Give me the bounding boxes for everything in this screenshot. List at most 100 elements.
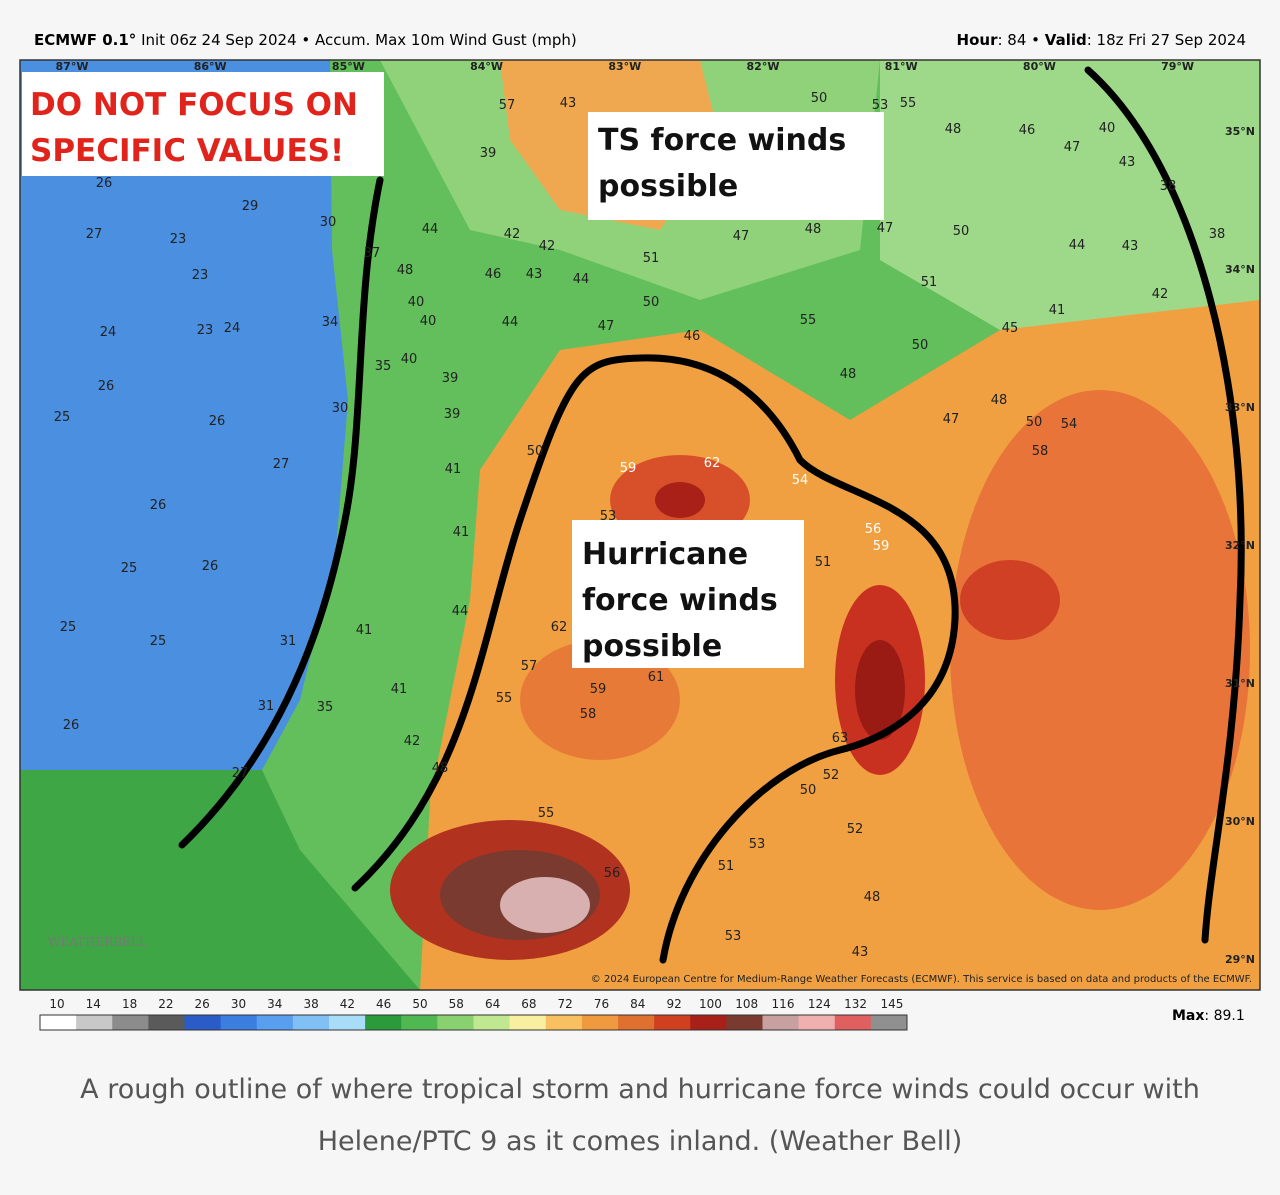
colorbar-label: 46 bbox=[376, 997, 391, 1011]
latitude-label: 29°N bbox=[1225, 953, 1255, 966]
red-blob bbox=[960, 560, 1060, 640]
longitude-label: 83°W bbox=[608, 60, 641, 73]
longitude-label: 80°W bbox=[1023, 60, 1056, 73]
value-label: 56 bbox=[865, 522, 882, 537]
value-label: 38 bbox=[1160, 179, 1177, 194]
header-right: Hour: 84 • Valid: 18z Fri 27 Sep 2024 bbox=[957, 31, 1246, 49]
value-label: 41 bbox=[356, 623, 373, 638]
value-label: 50 bbox=[800, 783, 817, 798]
ocean-red bbox=[950, 390, 1250, 910]
colorbar-swatch bbox=[76, 1015, 113, 1030]
value-label: 50 bbox=[643, 295, 660, 310]
longitude-label: 87°W bbox=[56, 60, 89, 73]
colorbar-label: 10 bbox=[49, 997, 64, 1011]
value-label: 44 bbox=[573, 272, 590, 287]
watermark: WEATHERBELL bbox=[48, 935, 147, 949]
value-label: 48 bbox=[991, 393, 1008, 408]
colorbar-label: 58 bbox=[449, 997, 464, 1011]
value-label: 45 bbox=[1002, 321, 1019, 336]
value-label: 42 bbox=[539, 239, 556, 254]
value-label: 31 bbox=[258, 699, 275, 714]
ts-outline-east bbox=[1084, 66, 1245, 944]
orange-dark bbox=[520, 640, 680, 760]
colorbar-label: 132 bbox=[844, 997, 867, 1011]
value-label: 29 bbox=[242, 199, 259, 214]
longitude-label: 85°W bbox=[332, 60, 365, 73]
value-label: 41 bbox=[391, 682, 408, 697]
colorbar-swatch bbox=[401, 1015, 438, 1030]
colorbar-swatch bbox=[726, 1015, 763, 1030]
value-label: 59 bbox=[620, 461, 637, 476]
warning-box: DO NOT FOCUS ON SPECIFIC VALUES! bbox=[22, 72, 384, 176]
value-label: 52 bbox=[847, 822, 864, 837]
value-label: 44 bbox=[502, 315, 519, 330]
colorbar-label: 145 bbox=[880, 997, 903, 1011]
latitude-label: 34°N bbox=[1225, 263, 1255, 276]
light-green bbox=[880, 60, 1260, 330]
valid-value: : 18z Fri 27 Sep 2024 bbox=[1087, 31, 1246, 49]
value-label: 48 bbox=[397, 263, 414, 278]
value-label: 59 bbox=[590, 682, 607, 697]
colorbar-label: 68 bbox=[521, 997, 536, 1011]
description: Init 06z 24 Sep 2024 • Accum. Max 10m Wi… bbox=[141, 31, 577, 49]
value-label: 57 bbox=[499, 98, 516, 113]
hour-value: : 84 • bbox=[997, 31, 1040, 49]
value-label: 41 bbox=[445, 462, 462, 477]
colorbar-label: 50 bbox=[412, 997, 427, 1011]
map-frame bbox=[19, 59, 1261, 991]
colorbar-label: 42 bbox=[340, 997, 355, 1011]
max: Max: 89.1 bbox=[1172, 1008, 1245, 1024]
colorbar-swatch bbox=[184, 1015, 222, 1030]
value-label: 25 bbox=[150, 634, 167, 649]
valid-label: Valid bbox=[1045, 31, 1087, 49]
value-label: 46 bbox=[684, 329, 701, 344]
colorbar-swatch bbox=[437, 1015, 474, 1030]
value-label: 42 bbox=[504, 227, 521, 242]
colorbar-label: 84 bbox=[630, 997, 645, 1011]
colorbar-swatch bbox=[654, 1015, 691, 1030]
value-label: 50 bbox=[912, 338, 929, 353]
value-label: 43 bbox=[1119, 155, 1136, 170]
value-label: 31 bbox=[280, 634, 297, 649]
value-label: 54 bbox=[792, 473, 809, 488]
value-label: 53 bbox=[749, 837, 766, 852]
value-label: 43 bbox=[1122, 239, 1139, 254]
value-label: 30 bbox=[332, 401, 349, 416]
value-label: 48 bbox=[945, 122, 962, 137]
colorbar-label: 76 bbox=[594, 997, 609, 1011]
colorbar-label: 30 bbox=[231, 997, 246, 1011]
colorbar-swatch bbox=[292, 1015, 330, 1030]
value-label: 61 bbox=[648, 670, 665, 685]
colorbar-swatch bbox=[545, 1015, 583, 1030]
colorbar-label: 18 bbox=[122, 997, 137, 1011]
value-label: 62 bbox=[551, 620, 568, 635]
value-label: 39 bbox=[444, 407, 461, 422]
longitude-label: 81°W bbox=[885, 60, 918, 73]
value-label: 23 bbox=[192, 268, 209, 283]
colorbar-swatch bbox=[365, 1015, 402, 1030]
colorbar-label: 100 bbox=[699, 997, 722, 1011]
blue-region bbox=[20, 60, 348, 770]
colorbar-label: 108 bbox=[735, 997, 758, 1011]
value-label: 37 bbox=[364, 246, 381, 261]
colorbar-swatch bbox=[798, 1015, 836, 1030]
value-label: 42 bbox=[404, 734, 421, 749]
value-label: 47 bbox=[943, 412, 960, 427]
value-label: 27 bbox=[273, 457, 290, 472]
value-label: 48 bbox=[840, 367, 857, 382]
latitude-label: 33°N bbox=[1225, 401, 1255, 414]
colorbar-label: 22 bbox=[158, 997, 173, 1011]
value-label: 35 bbox=[375, 359, 392, 374]
value-label: 26 bbox=[98, 379, 115, 394]
value-label: 63 bbox=[832, 731, 849, 746]
colorbar-label: 116 bbox=[772, 997, 795, 1011]
outlines bbox=[178, 66, 1245, 964]
value-label: 35 bbox=[317, 700, 334, 715]
latitude-label: 31°N bbox=[1225, 677, 1255, 690]
value-label: 55 bbox=[900, 96, 917, 111]
colorbar-label: 38 bbox=[303, 997, 318, 1011]
value-label: 43 bbox=[560, 96, 577, 111]
ts-box: TS force winds possible bbox=[588, 112, 884, 220]
model: ECMWF 0.1° bbox=[34, 31, 136, 49]
value-label: 24 bbox=[224, 321, 241, 336]
